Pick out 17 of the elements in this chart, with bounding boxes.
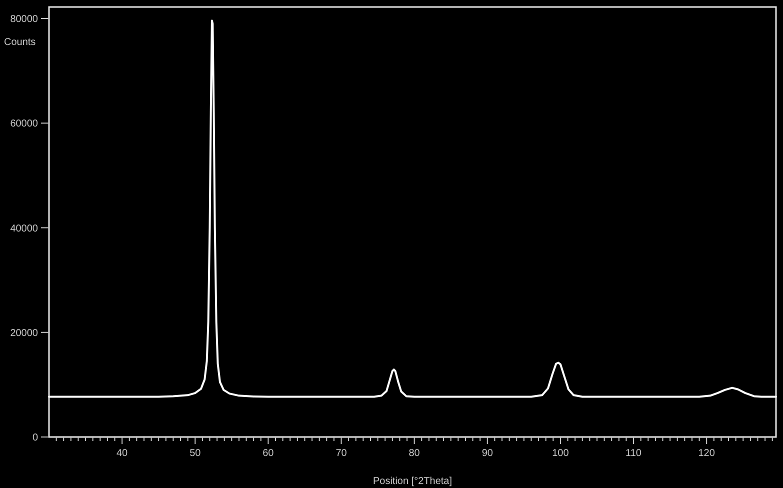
- x-tick-label: 40: [116, 448, 128, 459]
- x-tick-label: 60: [262, 448, 274, 459]
- y-tick-label: 60000: [10, 118, 38, 130]
- x-tick-label: 70: [336, 448, 348, 459]
- y-tick-label: 40000: [10, 223, 38, 234]
- x-tick-label: 120: [698, 448, 716, 459]
- x-tick-label: 80: [408, 448, 420, 459]
- x-tick-label: 100: [552, 448, 570, 459]
- y-tick-label: 80000: [10, 14, 38, 26]
- y-axis-title: Counts: [4, 37, 36, 48]
- x-axis-title: Position [°2Theta]: [372, 476, 452, 487]
- x-tick-label: 110: [626, 448, 642, 459]
- x-tick-label: 90: [482, 448, 494, 459]
- y-tick-label: 0: [32, 432, 38, 444]
- x-tick-label: 50: [190, 448, 202, 459]
- y-tick-label: 20000: [10, 328, 38, 339]
- line-series: [48, 20, 777, 398]
